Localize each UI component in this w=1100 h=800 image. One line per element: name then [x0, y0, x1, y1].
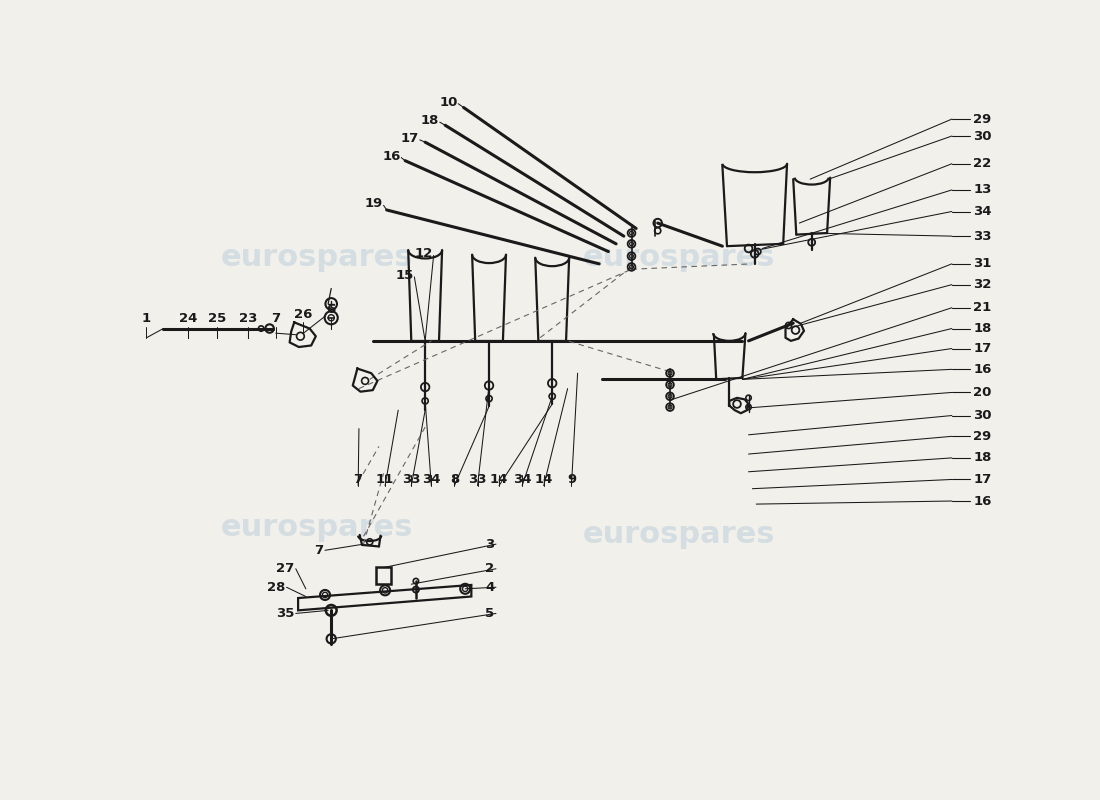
- Text: 24: 24: [179, 313, 197, 326]
- Text: 16: 16: [974, 494, 992, 507]
- Text: 5: 5: [485, 607, 495, 620]
- Text: 27: 27: [276, 562, 295, 575]
- Text: 6: 6: [327, 303, 336, 316]
- Text: 34: 34: [513, 474, 531, 486]
- Text: 11: 11: [376, 474, 394, 486]
- Text: 17: 17: [974, 473, 991, 486]
- Text: 29: 29: [974, 430, 991, 443]
- Text: 17: 17: [400, 132, 419, 145]
- Bar: [376, 567, 392, 584]
- Text: 7: 7: [315, 544, 323, 557]
- Text: 35: 35: [276, 607, 295, 620]
- Text: 2: 2: [485, 562, 495, 575]
- Text: eurospares: eurospares: [583, 243, 775, 272]
- Text: 18: 18: [420, 114, 439, 127]
- Text: 25: 25: [208, 313, 227, 326]
- Text: 8: 8: [450, 474, 459, 486]
- Text: 14: 14: [535, 474, 553, 486]
- Text: 33: 33: [402, 474, 420, 486]
- Text: 34: 34: [422, 474, 441, 486]
- Text: 30: 30: [974, 409, 992, 422]
- Text: 34: 34: [974, 205, 992, 218]
- Text: 32: 32: [974, 278, 992, 291]
- Text: 28: 28: [266, 581, 285, 594]
- Text: 16: 16: [974, 363, 992, 376]
- Text: 7: 7: [272, 313, 280, 326]
- Text: 21: 21: [974, 302, 991, 314]
- Text: 30: 30: [974, 130, 992, 142]
- Text: 7: 7: [353, 474, 363, 486]
- Text: 33: 33: [469, 474, 487, 486]
- Text: 3: 3: [485, 538, 495, 550]
- Text: 17: 17: [974, 342, 991, 355]
- Text: 1: 1: [142, 313, 151, 326]
- Text: 29: 29: [974, 113, 991, 126]
- Text: 26: 26: [295, 308, 312, 321]
- Text: 20: 20: [974, 386, 992, 399]
- Text: eurospares: eurospares: [221, 243, 414, 272]
- Text: 18: 18: [974, 451, 992, 464]
- Text: 14: 14: [490, 474, 508, 486]
- Text: 13: 13: [974, 183, 992, 197]
- Text: eurospares: eurospares: [221, 513, 414, 542]
- Text: eurospares: eurospares: [583, 521, 775, 550]
- Text: 9: 9: [566, 474, 576, 486]
- Text: 12: 12: [415, 247, 433, 260]
- Text: 10: 10: [439, 96, 458, 109]
- Text: 4: 4: [485, 581, 495, 594]
- Text: 18: 18: [974, 322, 992, 335]
- Text: 23: 23: [239, 313, 257, 326]
- Text: 33: 33: [974, 230, 992, 242]
- Text: 19: 19: [364, 198, 383, 210]
- Text: 15: 15: [395, 269, 414, 282]
- Text: 16: 16: [382, 150, 400, 162]
- Text: 31: 31: [974, 258, 992, 270]
- Text: 22: 22: [974, 158, 991, 170]
